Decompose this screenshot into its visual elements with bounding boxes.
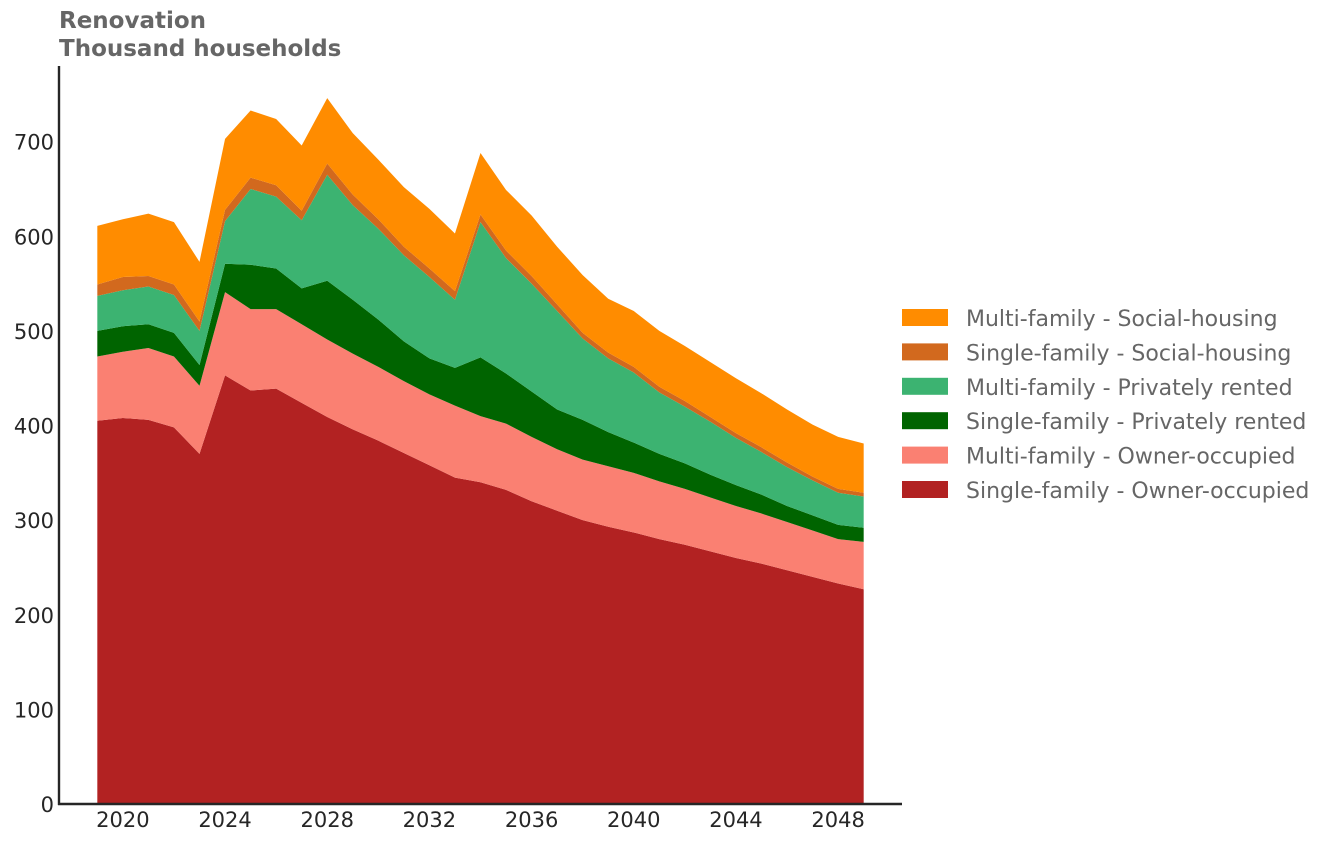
x-tick-label: 2032 (403, 808, 456, 832)
x-tick-label: 2048 (811, 808, 864, 832)
y-tick-label: 100 (14, 698, 54, 722)
x-tick-label: 2020 (96, 808, 149, 832)
x-tick-label: 2028 (301, 808, 354, 832)
area-series-0 (97, 375, 864, 804)
area-series-3 (97, 174, 864, 528)
y-tick-label: 300 (14, 509, 54, 533)
x-tick-label: 2036 (505, 808, 558, 832)
y-tick-label: 700 (14, 131, 54, 155)
legend-swatch (902, 412, 948, 430)
legend-swatch (902, 481, 948, 498)
chart-title: Renovation (59, 8, 206, 34)
legend-label: Multi-family - Social-housing (966, 307, 1278, 332)
y-tick-label: 500 (14, 320, 54, 344)
legend-label: Single-family - Privately rented (966, 410, 1306, 435)
y-tick-label: 600 (14, 225, 54, 249)
area-series-2 (97, 263, 864, 542)
legend-swatch (902, 377, 948, 395)
y-tick-label: 0 (41, 793, 54, 817)
legend-swatch (902, 309, 948, 326)
legend-label: Single-family - Social-housing (966, 341, 1291, 366)
legend-swatch (902, 446, 948, 464)
legend-label: Single-family - Owner-occupied (966, 479, 1309, 504)
y-tick-label: 400 (14, 415, 54, 439)
y-tick-label: 200 (14, 604, 54, 628)
area-series-5 (97, 98, 864, 493)
x-tick-label: 2044 (709, 808, 762, 832)
area-series-4 (97, 163, 864, 497)
legend-swatch (902, 343, 948, 361)
legend: Multi-family - Social-housing Single-fami… (902, 307, 1309, 504)
chart-subtitle: Thousand households (59, 36, 341, 62)
axes: 2020 2024 2028 2032 2036 2040 2044 2048 0 100 200 3… (14, 66, 902, 832)
area-series-group (97, 98, 864, 804)
legend-label: Multi-family - Owner-occupied (966, 445, 1295, 470)
area-series-1 (97, 292, 864, 590)
legend-label: Multi-family - Privately rented (966, 376, 1293, 401)
x-tick-label: 2040 (607, 808, 660, 832)
x-tick-label: 2024 (198, 808, 251, 832)
